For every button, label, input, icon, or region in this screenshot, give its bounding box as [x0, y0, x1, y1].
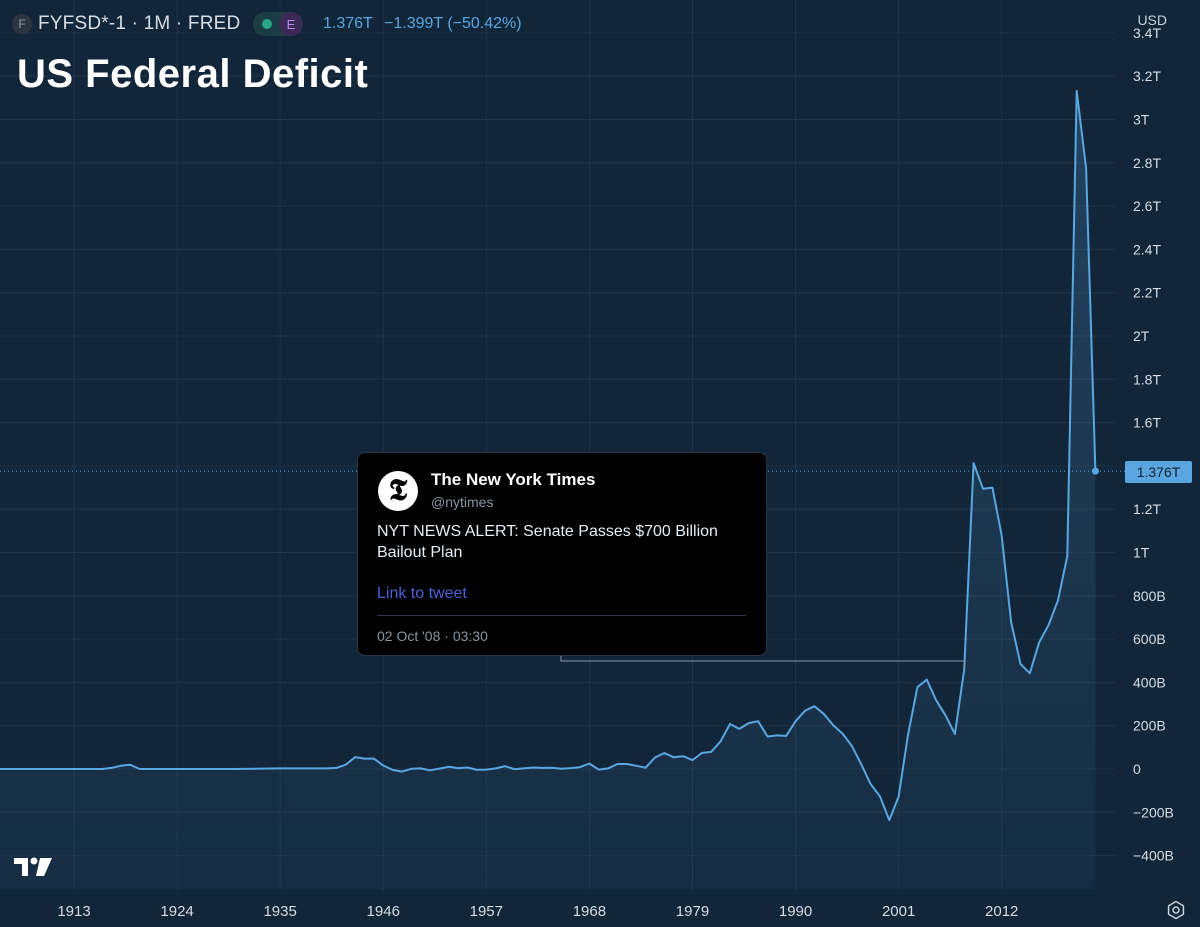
grid	[0, 0, 1115, 890]
y-tick-label: 3.4T	[1133, 25, 1161, 41]
legend-bar: F FYFSD*-1 · 1M · FRED E 1.376T −1.399T …	[0, 0, 1200, 44]
x-tick-label: 1913	[57, 903, 90, 920]
symbol-icon: F	[12, 14, 32, 34]
y-tick-label: 1.6T	[1133, 415, 1161, 431]
y-tick-label: −400B	[1133, 848, 1174, 864]
x-tick-label: 2012	[985, 903, 1018, 920]
change-value: −1.399T (−50.42%)	[384, 15, 522, 32]
y-tick-label: 0	[1133, 761, 1141, 777]
currency-label[interactable]: USD	[1137, 12, 1167, 28]
tweet-connector-line	[560, 654, 965, 670]
y-tick-label: 600B	[1133, 631, 1166, 647]
y-tick-label: 1.8T	[1133, 371, 1161, 387]
tweet-date: 02 Oct '08 · 03:30	[377, 628, 488, 644]
x-tick-label: 1990	[779, 903, 812, 920]
series-area-fill	[0, 90, 1096, 890]
tweet-handle: @nytimes	[431, 494, 494, 510]
series-line	[0, 89, 1097, 822]
x-tick-label: 1935	[263, 903, 296, 920]
y-tick-label: 200B	[1133, 718, 1166, 734]
x-tick-label: 1946	[367, 903, 400, 920]
tradingview-logo-icon[interactable]	[14, 856, 52, 878]
chart-title: US Federal Deficit	[17, 52, 369, 96]
tweet-author: The New York Times	[431, 470, 596, 489]
tweet-divider	[377, 615, 746, 616]
events-badge-icon[interactable]: E	[279, 12, 303, 36]
tweet-link[interactable]: Link to tweet	[377, 585, 467, 602]
tweet-text: NYT NEWS ALERT: Senate Passes $700 Billi…	[377, 523, 718, 561]
y-axis: −400B−200B0200B400B600B800B1T1.2T1.4T1.6…	[1133, 25, 1174, 864]
market-status-icon	[262, 19, 272, 29]
x-tick-label: 1924	[160, 903, 193, 920]
last-value: 1.376T	[323, 15, 373, 32]
y-tick-label: 1.2T	[1133, 501, 1161, 517]
y-tick-label: 2.2T	[1133, 285, 1161, 301]
y-tick-label: 2.8T	[1133, 155, 1161, 171]
tweet-card[interactable]: 𝕿 The New York Times @nytimes NYT NEWS A…	[357, 452, 767, 656]
x-tick-label: 2001	[882, 903, 915, 920]
x-tick-label: 1957	[470, 903, 503, 920]
y-tick-label: 1T	[1133, 545, 1150, 561]
y-tick-label: 2T	[1133, 328, 1150, 344]
x-axis: 1913 1924 1935 1946 1957 1968 1979 1990 2001 2012	[57, 903, 1018, 920]
y-tick-label: −200B	[1133, 804, 1174, 820]
last-price-tag: 1.376T	[1125, 461, 1192, 483]
y-tick-label: 2.4T	[1133, 241, 1161, 257]
symbol-label[interactable]: FYFSD*-1 · 1M · FRED	[38, 13, 241, 34]
x-tick-label: 1979	[676, 903, 709, 920]
y-tick-label: 3.2T	[1133, 68, 1161, 84]
last-value-point	[1091, 467, 1099, 475]
nyt-logo-icon: 𝕿	[378, 471, 418, 511]
y-tick-label: 800B	[1133, 588, 1166, 604]
settings-icon[interactable]	[1166, 900, 1186, 920]
y-tick-label: 2.6T	[1133, 198, 1161, 214]
x-tick-label: 1968	[573, 903, 606, 920]
y-tick-label: 3T	[1133, 112, 1150, 128]
y-tick-label: 400B	[1133, 674, 1166, 690]
